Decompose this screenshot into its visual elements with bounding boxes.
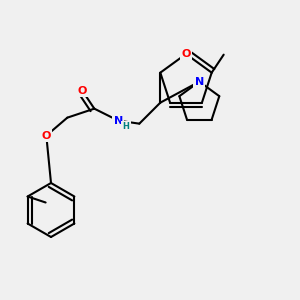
Text: N: N xyxy=(114,116,123,126)
Text: H: H xyxy=(122,122,129,131)
Text: N: N xyxy=(195,77,204,87)
Text: O: O xyxy=(78,86,87,96)
Text: O: O xyxy=(42,131,51,141)
Text: O: O xyxy=(181,49,191,59)
